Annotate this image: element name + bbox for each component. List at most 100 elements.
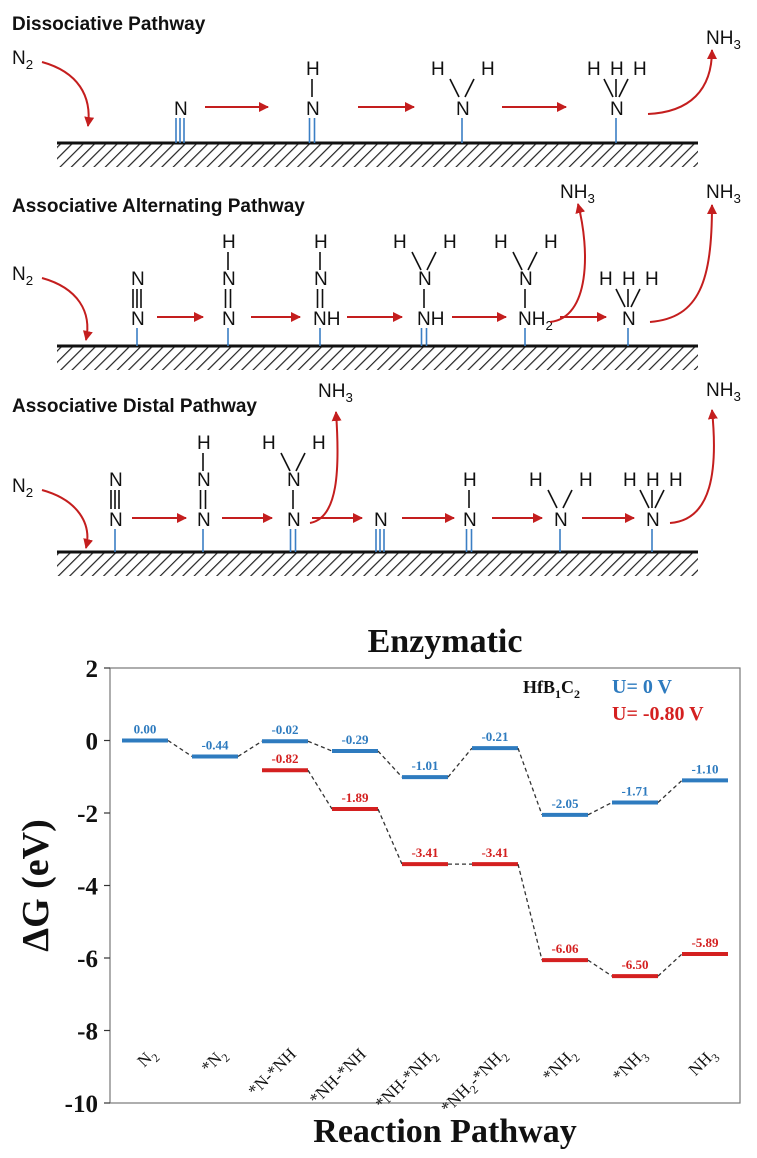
value-label: -6.50 (621, 957, 648, 972)
reactant-label: N2​ (12, 48, 33, 72)
value-label: -1.71 (621, 783, 648, 798)
value-label: -3.41 (481, 845, 508, 860)
legend-entry-0: U= 0 V (612, 676, 672, 698)
connector (657, 953, 683, 977)
species-2: NH NH (313, 232, 340, 346)
category-label: N2​ (133, 1044, 162, 1073)
chart-title: Enzymatic (368, 623, 523, 660)
atom-label: N (554, 510, 568, 531)
category-label: *N2​ (197, 1044, 232, 1079)
connector (517, 747, 543, 816)
value-label: -1.89 (341, 790, 369, 805)
value-label: -2.05 (551, 796, 579, 811)
release-label: NH3​ (706, 182, 741, 206)
h-atom: H (314, 232, 328, 253)
species-3: NH NH H (393, 232, 457, 346)
chain-atom: N (222, 269, 236, 290)
adsorption-arrow (41, 277, 93, 341)
h-atom: H (443, 232, 457, 253)
species-1: NNH (197, 433, 211, 552)
species-0: NN (131, 269, 145, 346)
value-label: -0.21 (481, 729, 508, 744)
y-axis-label: ΔG (eV) (15, 819, 57, 952)
value-label: -0.29 (341, 732, 369, 747)
atom-label: N (306, 99, 320, 120)
atom-label: NH2​ (518, 309, 553, 333)
species-3: N (374, 510, 388, 552)
connector (587, 801, 613, 816)
scheme-title: Associative Alternating Pathway (12, 196, 305, 217)
release-label: NH3​ (318, 381, 353, 405)
adsorption-arrow (41, 489, 94, 549)
h-atom: H (544, 232, 558, 253)
atom-label: N (374, 510, 388, 531)
chain-atom: N (109, 470, 123, 491)
atom-label: N (222, 309, 236, 330)
h-atom: H (599, 269, 613, 290)
h-atom: H (579, 470, 593, 491)
atom-label: N (610, 99, 624, 120)
free-energy-chart: Enzymatic 2 0 -2 -4 -6 -8 -10 ΔG (eV) Reaction Pa… (15, 623, 741, 1150)
chain-atom: N (287, 470, 301, 491)
release-arrow (649, 204, 717, 323)
release-label: NH3​ (706, 380, 741, 404)
connector (377, 808, 403, 865)
release-arrow (309, 411, 342, 524)
h-atom: H (431, 59, 445, 80)
h-atom: H (633, 59, 647, 80)
atom-label: N (109, 510, 123, 531)
release-arrow (647, 49, 717, 115)
value-label: -5.89 (691, 935, 719, 950)
connector (377, 750, 403, 778)
species-2: NNH H (262, 433, 326, 552)
connector (517, 863, 543, 961)
h-atom: H (529, 470, 543, 491)
species-6: NH H H (623, 470, 683, 552)
adsorption-arrow (41, 61, 95, 127)
value-label: -1.01 (411, 758, 438, 773)
h-atom: H (646, 470, 660, 491)
plot-frame (109, 667, 741, 1104)
species-4: NH2​ NH H (494, 232, 558, 346)
scheme-1: Associative Alternating PathwayN2​NNNNHN… (12, 182, 741, 370)
y-tick-label: -6 (77, 946, 98, 973)
reactant-label: N2​ (12, 264, 33, 288)
y-tick-label: 0 (86, 729, 99, 756)
atom-label: N (646, 510, 660, 531)
scheme-title: Dissociative Pathway (12, 14, 206, 35)
h-atom: H (645, 269, 659, 290)
connector (447, 747, 473, 778)
atom-label: NH (313, 309, 340, 330)
value-label: -0.44 (201, 737, 229, 752)
chain-atom: N (197, 470, 211, 491)
connector (307, 740, 333, 752)
y-tick-label: -2 (77, 801, 98, 828)
value-label: -0.02 (271, 722, 298, 737)
surface-hatch (57, 346, 698, 370)
scheme-2: Associative Distal PathwayN2​NNNNHNNHHNN… (12, 380, 741, 576)
connector (167, 739, 193, 757)
h-atom: H (312, 433, 326, 454)
chain-atom: N (519, 269, 533, 290)
atom-label: N (456, 99, 470, 120)
connector (237, 740, 263, 757)
value-label: -6.06 (551, 941, 579, 956)
series-0: 0.00 -0.44 -0.02 -0.29 -1.01 -0.21 -2.05 -1.71 -… (122, 722, 728, 817)
legend-entry-1: U= -0.80 V (612, 703, 704, 725)
h-atom: H (393, 232, 407, 253)
h-atom: H (463, 470, 477, 491)
category-label: *NH2​-*NH2​ (437, 1044, 513, 1120)
species-3: NH H H (587, 59, 647, 143)
category-label: *NH3​ (609, 1044, 653, 1088)
species-5: NH H H (599, 269, 659, 346)
species-0: N (174, 99, 188, 143)
category-label: *NH-*NH2​ (371, 1044, 442, 1115)
y-tick-label: 2 (86, 656, 99, 683)
value-label: -3.41 (411, 845, 438, 860)
category-label: *NH2​ (539, 1044, 583, 1088)
scheme-title: Associative Distal Pathway (12, 396, 257, 417)
h-atom: H (669, 470, 683, 491)
connector (657, 779, 683, 803)
atom-label: N (131, 309, 145, 330)
